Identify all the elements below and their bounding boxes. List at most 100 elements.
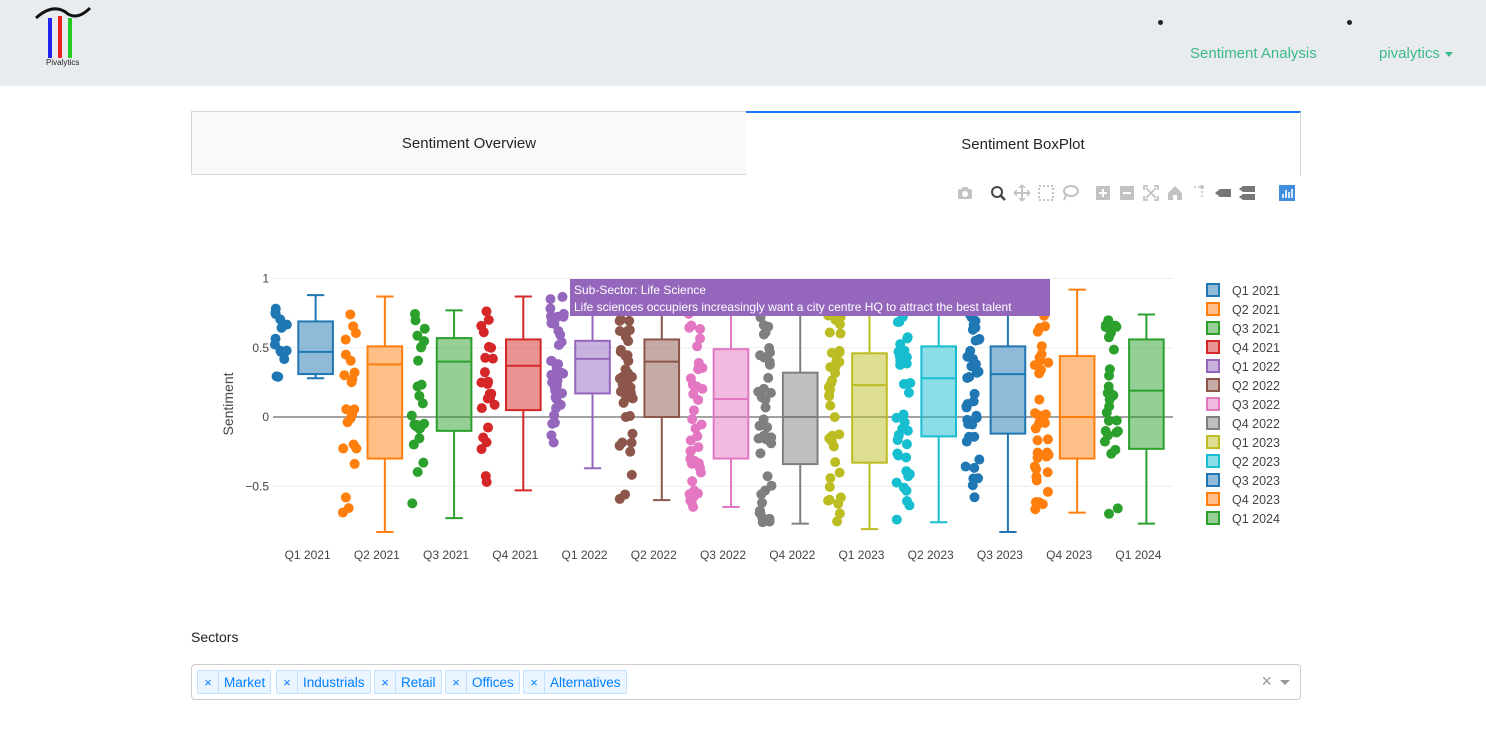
box-q1-2024[interactable]	[1128, 338, 1165, 450]
data-point[interactable]	[968, 396, 979, 407]
data-point[interactable]	[276, 347, 287, 358]
data-point[interactable]	[1034, 352, 1045, 363]
data-point[interactable]	[835, 328, 846, 339]
sentiment-boxplot-chart[interactable]: −0.5 0 0.5 1 Sentiment Q1 2021 Q1 2021 Q2 2021 Q…	[191, 210, 1301, 590]
data-point[interactable]	[476, 377, 487, 388]
data-point[interactable]	[338, 443, 349, 454]
data-point[interactable]	[902, 378, 913, 389]
data-point[interactable]	[685, 446, 696, 457]
box-q1-2023[interactable]	[851, 352, 888, 464]
reset-axes-icon[interactable]	[1166, 184, 1184, 202]
legend-swatch[interactable]	[1206, 302, 1220, 316]
data-point[interactable]	[626, 469, 637, 480]
data-point[interactable]	[825, 400, 836, 411]
data-point[interactable]	[1030, 423, 1041, 434]
legend-swatch[interactable]	[1206, 473, 1220, 487]
data-point[interactable]	[960, 461, 971, 472]
data-point[interactable]	[892, 317, 903, 328]
lasso-icon[interactable]	[1061, 184, 1079, 202]
data-point[interactable]	[339, 370, 350, 381]
data-point[interactable]	[1111, 415, 1122, 426]
data-point[interactable]	[891, 514, 902, 525]
zoom-in-icon[interactable]	[1094, 184, 1112, 202]
remove-chip-icon[interactable]: ×	[446, 671, 467, 693]
data-point[interactable]	[623, 355, 634, 366]
camera-icon[interactable]	[956, 184, 974, 202]
data-point[interactable]	[557, 291, 568, 302]
data-point[interactable]	[824, 481, 835, 492]
legend-label[interactable]: Q4 2022	[1232, 417, 1280, 431]
data-point[interactable]	[969, 431, 980, 442]
data-point[interactable]	[1042, 434, 1053, 445]
data-point[interactable]	[824, 327, 835, 338]
data-point[interactable]	[406, 410, 417, 421]
data-point[interactable]	[832, 516, 843, 527]
data-point[interactable]	[972, 367, 983, 378]
box-q1-2022[interactable]	[574, 339, 611, 395]
data-point[interactable]	[558, 311, 569, 322]
data-point[interactable]	[693, 442, 704, 453]
data-point[interactable]	[830, 368, 841, 379]
box-q3-2023[interactable]	[989, 345, 1027, 435]
remove-chip-icon[interactable]: ×	[277, 671, 298, 693]
data-point[interactable]	[545, 294, 556, 305]
data-point[interactable]	[693, 364, 704, 375]
data-point[interactable]	[694, 462, 705, 473]
data-point[interactable]	[753, 386, 764, 397]
data-point[interactable]	[688, 405, 699, 416]
data-point[interactable]	[624, 411, 635, 422]
data-point[interactable]	[969, 388, 980, 399]
data-point[interactable]	[1106, 448, 1117, 459]
data-point[interactable]	[834, 347, 845, 358]
data-point[interactable]	[755, 448, 766, 459]
box-q4-2022[interactable]	[781, 371, 819, 466]
data-point[interactable]	[555, 399, 566, 410]
data-point[interactable]	[970, 335, 981, 346]
tab-sentiment-overview[interactable]: Sentiment Overview	[191, 111, 747, 175]
data-point[interactable]	[1108, 344, 1119, 355]
data-point[interactable]	[412, 467, 423, 478]
data-point[interactable]	[481, 476, 492, 487]
legend-label[interactable]: Q3 2023	[1232, 474, 1280, 488]
zoom-icon[interactable]	[989, 184, 1007, 202]
data-point[interactable]	[1042, 467, 1053, 478]
data-point[interactable]	[623, 336, 634, 347]
legend-swatch[interactable]	[1206, 321, 1220, 335]
legend-swatch[interactable]	[1206, 340, 1220, 354]
data-point[interactable]	[834, 508, 845, 519]
data-point[interactable]	[414, 390, 425, 401]
data-point[interactable]	[1034, 322, 1045, 333]
nav-link-sentiment-analysis[interactable]: Sentiment Analysis	[1190, 45, 1317, 62]
data-point[interactable]	[476, 320, 487, 331]
data-point[interactable]	[964, 372, 975, 383]
data-point[interactable]	[1102, 430, 1113, 441]
data-point[interactable]	[551, 362, 562, 373]
data-point[interactable]	[547, 418, 558, 429]
legend-swatch[interactable]	[1206, 492, 1220, 506]
data-point[interactable]	[757, 497, 768, 508]
data-point[interactable]	[969, 492, 980, 503]
data-point[interactable]	[273, 371, 284, 382]
data-point[interactable]	[685, 373, 696, 384]
data-point[interactable]	[614, 315, 625, 326]
legend-label[interactable]: Q1 2024	[1232, 512, 1280, 526]
data-point[interactable]	[692, 341, 703, 352]
data-point[interactable]	[687, 414, 698, 425]
data-point[interactable]	[901, 452, 912, 463]
data-point[interactable]	[763, 372, 774, 383]
box-q2-2023[interactable]	[920, 345, 958, 438]
sectors-multiselect[interactable]: × Market × Industrials × Retail × Office…	[191, 664, 1301, 700]
legend-label[interactable]: Q4 2021	[1232, 341, 1280, 355]
data-point[interactable]	[1032, 447, 1043, 458]
box-q3-2021[interactable]	[435, 337, 473, 432]
data-point[interactable]	[829, 412, 840, 423]
data-point[interactable]	[1112, 503, 1123, 514]
data-point[interactable]	[692, 431, 703, 442]
legend-label[interactable]: Q4 2023	[1232, 493, 1280, 507]
data-point[interactable]	[1030, 504, 1041, 515]
data-point[interactable]	[410, 315, 421, 326]
data-point[interactable]	[830, 314, 841, 325]
data-point[interactable]	[1104, 370, 1115, 381]
data-point[interactable]	[834, 429, 845, 440]
data-point[interactable]	[417, 398, 428, 409]
